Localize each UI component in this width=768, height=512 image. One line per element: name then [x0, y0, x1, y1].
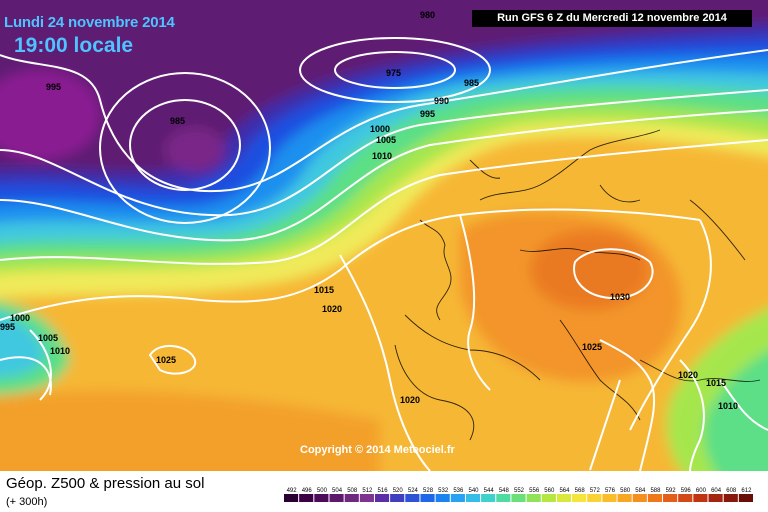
legend-swatch [587, 494, 602, 502]
footer: Géop. Z500 & pression au sol (+ 300h) [0, 471, 768, 512]
legend-swatch [693, 494, 708, 502]
legend-swatch [344, 494, 359, 502]
legend-tick-label: 596 [681, 488, 692, 494]
legend-tick-label: 588 [650, 488, 661, 494]
legend-swatch [602, 494, 617, 502]
color-legend: 492 496 500 504 508 512 516 520 524 528 532 536 540 5… [284, 488, 753, 502]
legend-tick-label: 516 [378, 488, 389, 494]
legend-swatch [617, 494, 632, 502]
footer-title: Géop. Z500 & pression au sol [6, 475, 205, 492]
legend-swatch [632, 494, 647, 502]
legend-swatch [647, 494, 663, 502]
legend-swatch [481, 494, 496, 502]
isobar-label: 995 [46, 82, 61, 92]
isobar-label: 995 [420, 109, 435, 119]
copyright-text: Copyright © 2014 Meteociel.fr [300, 444, 455, 456]
legend-tick-label: 492 [287, 488, 298, 494]
isobar-label: 1020 [400, 395, 420, 405]
isobar-label: 1000 [370, 124, 390, 134]
legend-tick-label: 504 [332, 488, 343, 494]
legend-tick-label: 600 [696, 488, 707, 494]
isobar-label: 1010 [50, 346, 70, 356]
legend-swatch [708, 494, 723, 502]
isobar-label: 1030 [610, 292, 630, 302]
model-run-label: Run GFS 6 Z du Mercredi 12 novembre 2014 [472, 10, 752, 27]
geopotential-field [0, 0, 768, 471]
legend-tick-label: 604 [711, 488, 722, 494]
isobars [0, 37, 768, 471]
isobar-label: 1025 [582, 342, 602, 352]
legend-swatch [314, 494, 329, 502]
legend-swatch [738, 494, 753, 502]
isobar-label: 990 [434, 96, 449, 106]
isobar-label: 1015 [314, 285, 334, 295]
footer-subtitle: (+ 300h) [6, 496, 48, 508]
isobar-label: 1010 [372, 151, 392, 161]
isobar-label: 1015 [706, 378, 726, 388]
legend-swatch [663, 494, 678, 502]
legend-tick-label: 536 [453, 488, 464, 494]
legend-swatch [541, 494, 556, 502]
legend-tick-label: 564 [559, 488, 570, 494]
legend-swatch [450, 494, 465, 502]
isobar-label: 1010 [718, 401, 738, 411]
isobar-label: 1020 [322, 304, 342, 314]
legend-tick-label: 520 [393, 488, 404, 494]
isobar-label: 985 [170, 116, 185, 126]
legend-tick-label: 508 [347, 488, 358, 494]
legend-swatch [572, 494, 587, 502]
legend-swatch [556, 494, 572, 502]
coastlines [394, 129, 761, 441]
legend-swatch [723, 494, 738, 502]
isobar-label: 1025 [156, 355, 176, 365]
legend-swatch [511, 494, 526, 502]
legend-swatch [435, 494, 450, 502]
legend-tick-label: 528 [423, 488, 434, 494]
legend-swatch [526, 494, 541, 502]
isobar-label: 1020 [678, 370, 698, 380]
legend-swatch [465, 494, 481, 502]
weather-map: 980 975 985 995 985 990 995 1000 1005 10… [0, 0, 768, 471]
legend-tick-label: 584 [635, 488, 646, 494]
legend-swatch [359, 494, 374, 502]
legend-swatch [284, 494, 299, 502]
legend-swatch [390, 494, 405, 502]
legend-tick-label: 512 [362, 488, 373, 494]
legend-tick-label: 540 [469, 488, 480, 494]
isobar-label: 1000 [10, 313, 30, 323]
legend-swatch [299, 494, 314, 502]
legend-tick-label: 500 [317, 488, 328, 494]
legend-tick-label: 568 [575, 488, 586, 494]
legend-tick-label: 548 [499, 488, 510, 494]
isobar-label: 985 [464, 78, 479, 88]
legend-tick-label: 592 [666, 488, 677, 494]
legend-swatch [405, 494, 420, 502]
legend-tick-label: 612 [741, 488, 752, 494]
legend-tick-label: 524 [408, 488, 419, 494]
legend-tick-label: 556 [529, 488, 540, 494]
isobar-label: 1005 [38, 333, 58, 343]
isobar-labels: 980 975 985 995 985 990 995 1000 1005 10… [0, 10, 738, 411]
forecast-date: Lundi 24 novembre 2014 [4, 14, 175, 31]
legend-tick-label: 496 [302, 488, 313, 494]
legend-tick-label: 552 [514, 488, 525, 494]
legend-swatch [329, 494, 344, 502]
isobar-label: 995 [0, 322, 15, 332]
legend-swatch [374, 494, 390, 502]
legend-swatch [420, 494, 435, 502]
legend-tick-label: 544 [484, 488, 495, 494]
legend-tick-label: 572 [590, 488, 601, 494]
legend-tick-label: 560 [544, 488, 555, 494]
legend-tick-label: 532 [438, 488, 449, 494]
isobar-label: 980 [420, 10, 435, 20]
isobar-label: 975 [386, 68, 401, 78]
legend-tick-label: 576 [605, 488, 616, 494]
isobar-label: 1005 [376, 135, 396, 145]
forecast-time: 19:00 locale [14, 34, 134, 57]
legend-swatch [496, 494, 511, 502]
legend-swatch [678, 494, 693, 502]
legend-tick-label: 580 [620, 488, 631, 494]
legend-tick-label: 608 [726, 488, 737, 494]
